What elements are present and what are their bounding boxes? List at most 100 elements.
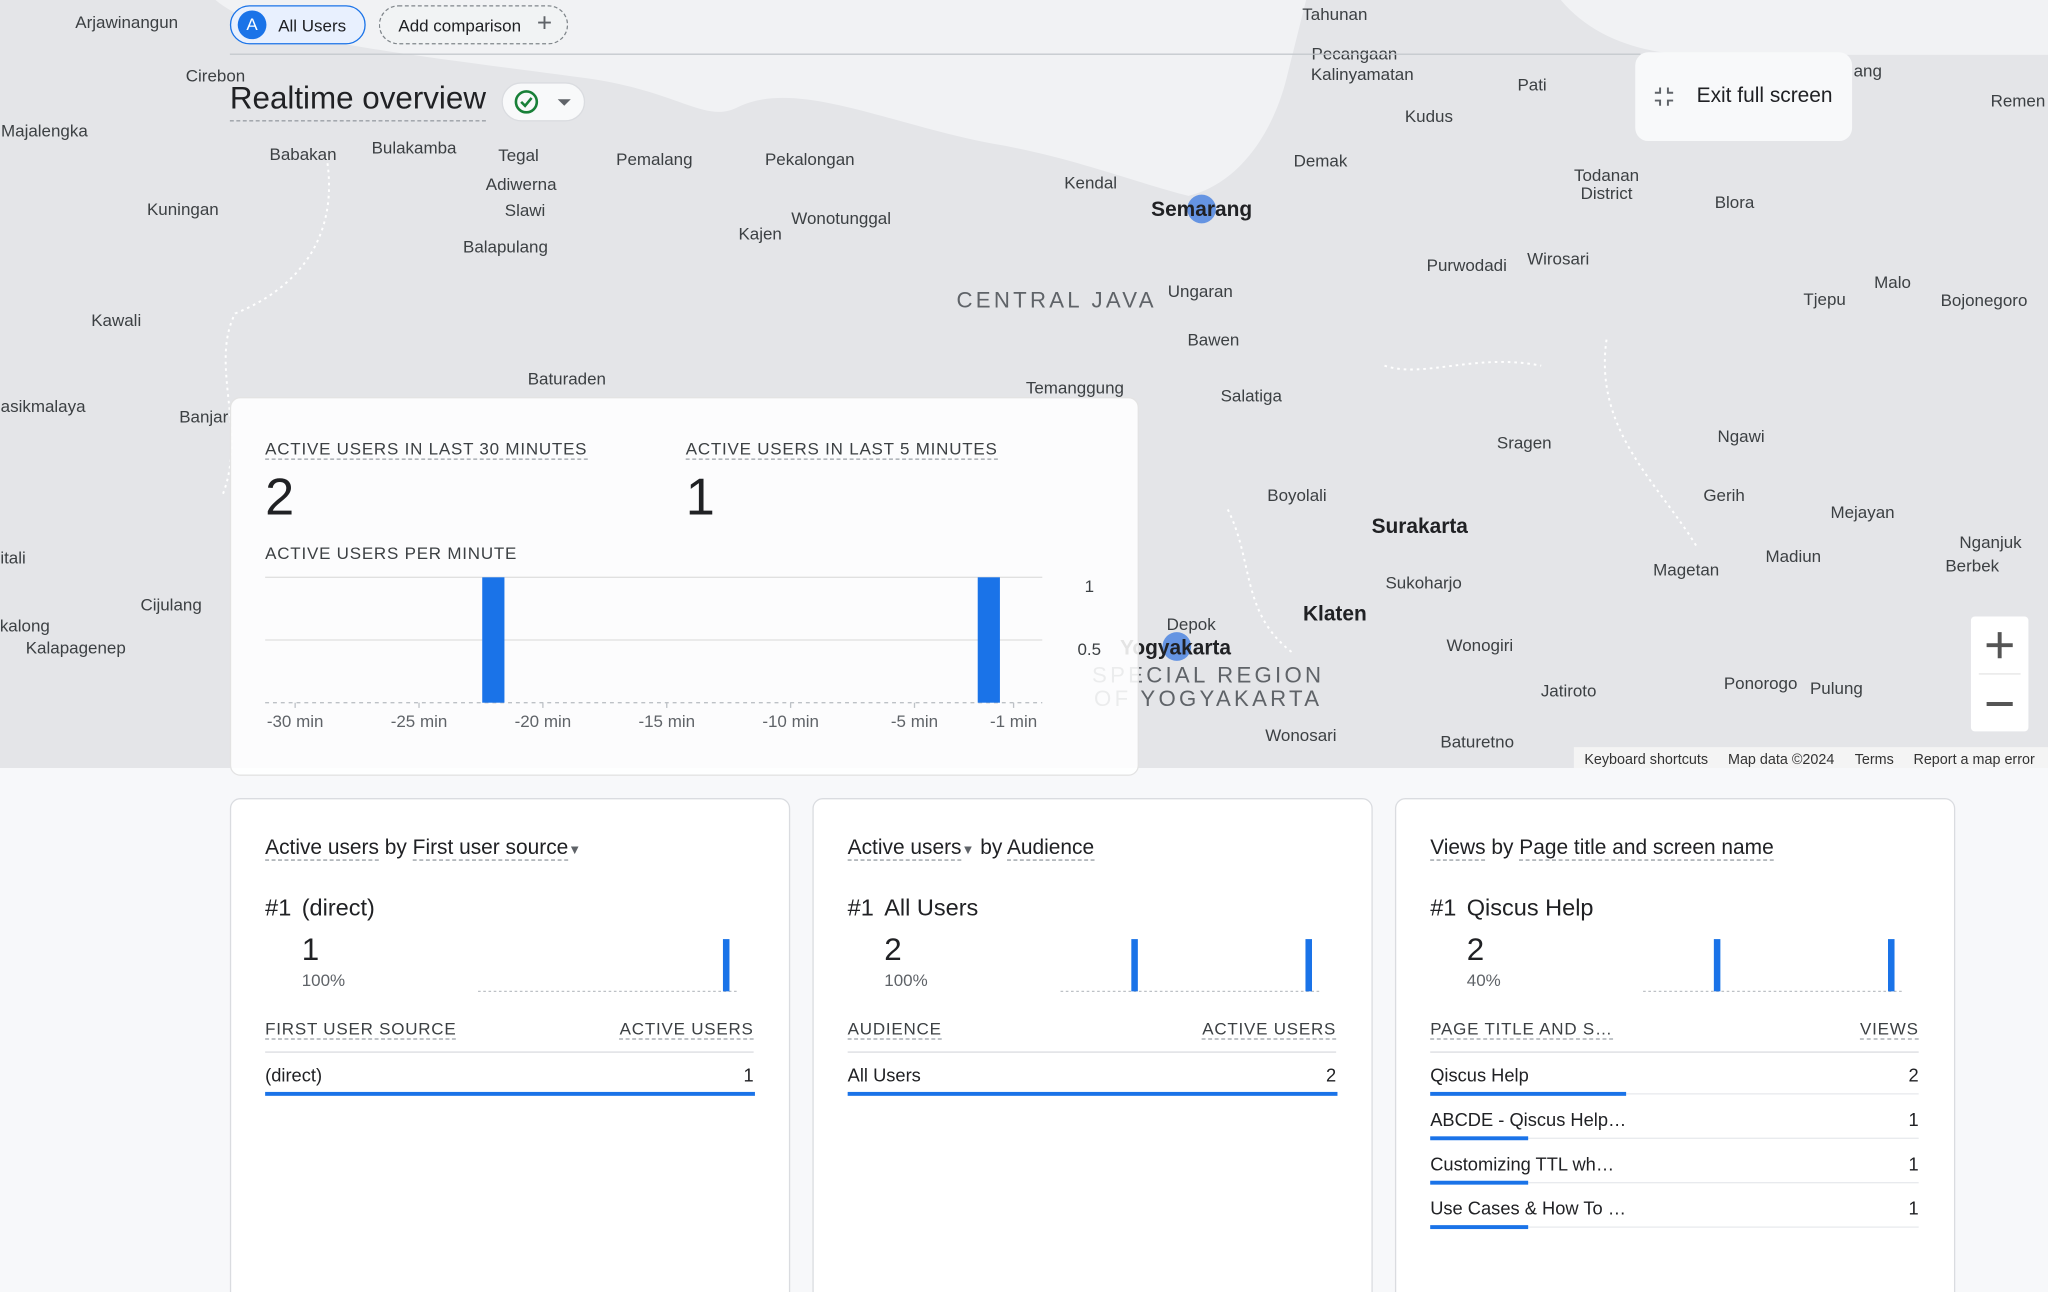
map-footer-bg [1573, 747, 2048, 768]
metric-name[interactable]: Active users [265, 837, 379, 861]
map-marker[interactable] [1162, 632, 1192, 661]
map-label: Remen [1991, 91, 2046, 110]
metric-label: ACTIVE USERS IN LAST 30 MINUTES [265, 438, 588, 460]
row-track [1430, 1093, 1919, 1095]
map-label: Blora [1715, 193, 1755, 212]
row-label[interactable]: Qiscus Help [1430, 1064, 1529, 1086]
dimension-name[interactable]: Audience [1006, 837, 1095, 861]
map-footer: Keyboard shortcuts Map data ©2024 Terms … [1573, 747, 2048, 768]
map-label: asikmalaya [1, 397, 86, 416]
map-label: Balapulang [463, 238, 548, 257]
top-share: 40% [1466, 970, 1501, 991]
row-label[interactable]: Customizing TTL wh… [1430, 1153, 1615, 1175]
row-label[interactable]: All Users [847, 1064, 921, 1086]
map-label: Majalengka [1, 121, 88, 140]
metric-value: 1 [685, 468, 715, 527]
map-label: Pati [1517, 76, 1546, 95]
map-footer-link[interactable]: Report a map error [1913, 752, 2035, 768]
map-label: Ponorogo [1724, 674, 1798, 693]
report-card: Active users▼ by Audience #1 All Users 2 100… [812, 798, 1373, 1292]
map-label: Sragen [1497, 434, 1552, 453]
map-label: Baturetno [1440, 733, 1514, 752]
caret: ▼ [961, 843, 975, 859]
map-label: Klaten [1303, 603, 1367, 626]
map-label: Mejayan [1830, 503, 1894, 522]
map-label: Bawen [1187, 330, 1239, 349]
map-label: Kuningan [147, 200, 219, 219]
map-label: Berbek [1945, 556, 1999, 575]
by-word: by [980, 837, 1003, 860]
map-label: ang [1854, 61, 1882, 80]
page-title: Realtime overview [229, 81, 486, 122]
map-label: Kudus [1405, 107, 1453, 126]
map-label: Yogyakarta [1120, 637, 1231, 660]
card-title: Active users▼ by Audience [847, 837, 1095, 861]
realtime-card: ACTIVE USERS IN LAST 30 MINUTES 2 ACTIVE… [229, 397, 1139, 776]
column-header: ACTIVE USERS [619, 1018, 754, 1040]
map-footer-link[interactable]: Terms [1855, 752, 1894, 768]
column-header: VIEWS [1860, 1018, 1919, 1040]
map-label: Wirosari [1527, 249, 1589, 268]
segment-chip[interactable]: A All Users [229, 5, 366, 45]
map-label: kalong [0, 616, 50, 635]
map-label: Arjawinangun [75, 13, 178, 32]
map-label: Cijulang [140, 596, 201, 615]
top-value: 2 [1466, 932, 1485, 968]
map-footer-text: Map data ©2024 [1728, 752, 1834, 768]
map-label: Madiun [1765, 547, 1821, 566]
map-label: Temanggung [1026, 379, 1124, 398]
map-label: Malo [1874, 273, 1911, 292]
dimension-name[interactable]: First user source [412, 837, 569, 861]
row-label[interactable]: (direct) [265, 1064, 323, 1086]
map-label: Babakan [270, 145, 337, 164]
map-label: Tjepu [1803, 290, 1845, 309]
add-comparison[interactable]: Add comparison + [378, 5, 569, 45]
map-label: Sukoharjo [1385, 573, 1461, 592]
segment-name: All Users [278, 15, 347, 36]
column-header: ACTIVE USERS [1202, 1018, 1337, 1040]
header-divider [847, 1051, 1337, 1053]
top-value: 2 [884, 932, 902, 968]
map-label: Bojonegoro [1941, 291, 2028, 310]
add-comparison-label: Add comparison [398, 15, 522, 36]
map-label: Kawali [91, 311, 141, 330]
metric-value: 2 [265, 468, 295, 527]
row-bar [1430, 1225, 1529, 1230]
zoom-in[interactable] [1986, 632, 2013, 659]
metric-name[interactable]: Views [1430, 837, 1486, 861]
map-label: Baturaden [528, 370, 606, 389]
status-icon [514, 90, 571, 114]
map-sea [1560, 0, 2048, 55]
map-label: Bulakamba [372, 138, 457, 157]
row-value: 1 [1908, 1153, 1919, 1175]
rank: #1 [847, 894, 874, 921]
header-divider [265, 1051, 754, 1053]
metric-name[interactable]: Active users [847, 837, 962, 861]
exit-full-screen[interactable]: Exit full screen [1635, 52, 1853, 142]
map-label: Kendal [1064, 174, 1117, 193]
plus-icon: + [536, 9, 553, 38]
top-share: 100% [301, 970, 346, 991]
rank: #1 [265, 894, 292, 921]
row-label[interactable]: ABCDE - Qiscus Help… [1430, 1108, 1627, 1130]
map-label: Nganjuk [1959, 533, 2022, 552]
map-label: Wonotunggal [791, 209, 891, 228]
map-label: Jatiroto [1541, 682, 1597, 701]
map-label: Banjar [179, 407, 228, 426]
map-label: Magetan [1653, 560, 1719, 579]
top-name: All Users [884, 894, 979, 921]
top-name: (direct) [301, 894, 375, 921]
map-label: Kalapagenep [26, 639, 126, 658]
top-name: Qiscus Help [1466, 894, 1594, 921]
map-label: Tegal [498, 146, 539, 165]
header-divider [1430, 1051, 1919, 1053]
map-marker[interactable] [1187, 194, 1216, 224]
status-chip[interactable] [501, 82, 586, 122]
row-bar [1430, 1136, 1529, 1141]
map-footer-link[interactable]: Keyboard shortcuts [1584, 752, 1708, 768]
row-label[interactable]: Use Cases & How To … [1430, 1197, 1626, 1219]
dimension-name[interactable]: Page title and screen name [1519, 837, 1774, 861]
row-track [1430, 1226, 1919, 1228]
rank: #1 [1430, 894, 1457, 921]
